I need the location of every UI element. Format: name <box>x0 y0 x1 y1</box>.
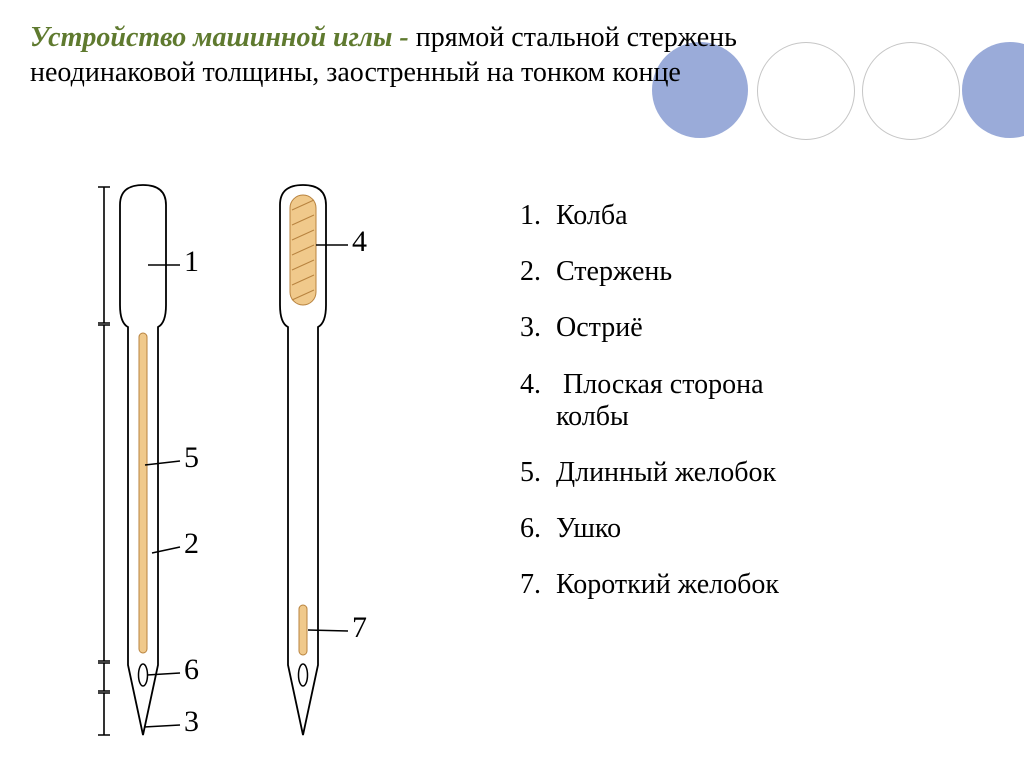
legend-text-line2: колбы <box>556 401 990 433</box>
legend-num: 1. <box>520 200 556 232</box>
decor-circle-2 <box>757 42 855 140</box>
legend-text: Короткий желобок <box>556 569 779 601</box>
needle-right <box>280 185 326 735</box>
legend-num: 7. <box>520 569 556 601</box>
slide: Устройство машинной иглы - прямой стальн… <box>0 0 1024 767</box>
title-lead: Устройство машинной иглы - <box>30 22 416 53</box>
callout-6: 6 <box>184 653 199 687</box>
callout-4: 4 <box>352 225 367 259</box>
callout-5: 5 <box>184 441 199 475</box>
legend-text: Длинный желобок <box>556 457 776 489</box>
legend-item-6: 6. Ушко <box>520 513 990 545</box>
legend-text: Плоская сторона <box>563 369 764 400</box>
legend-item-7: 7. Короткий желобок <box>520 569 990 601</box>
legend-num: 2. <box>520 256 556 288</box>
legend-text: Стержень <box>556 256 672 288</box>
callout-1: 1 <box>184 245 199 279</box>
needle-svg <box>40 175 420 755</box>
decor-circle-4 <box>962 42 1024 138</box>
callout-3: 3 <box>184 705 199 739</box>
callout-7: 7 <box>352 611 367 645</box>
legend-item-5: 5. Длинный желобок <box>520 457 990 489</box>
legend-num: 5. <box>520 457 556 489</box>
legend-num: 4. <box>520 369 556 401</box>
brackets <box>98 187 110 735</box>
decor-circle-3 <box>862 42 960 140</box>
needle-diagram: 1 5 2 6 3 4 7 <box>40 175 420 755</box>
legend-num: 6. <box>520 513 556 545</box>
legend-item-3: 3. Остриё <box>520 312 990 344</box>
legend-text: Остриё <box>556 312 643 344</box>
legend-item-1: 1. Колба <box>520 200 990 232</box>
legend: 1. Колба 2. Стержень 3. Остриё 4. Плоска… <box>520 200 990 626</box>
callout-2: 2 <box>184 527 199 561</box>
legend-text: Ушко <box>556 513 621 545</box>
legend-item-2: 2. Стержень <box>520 256 990 288</box>
legend-text: Колба <box>556 200 628 232</box>
legend-item-4: 4. Плоская сторона колбы <box>520 369 990 433</box>
legend-num: 3. <box>520 312 556 344</box>
needle-left <box>120 185 166 735</box>
title: Устройство машинной иглы - прямой стальн… <box>30 20 750 90</box>
